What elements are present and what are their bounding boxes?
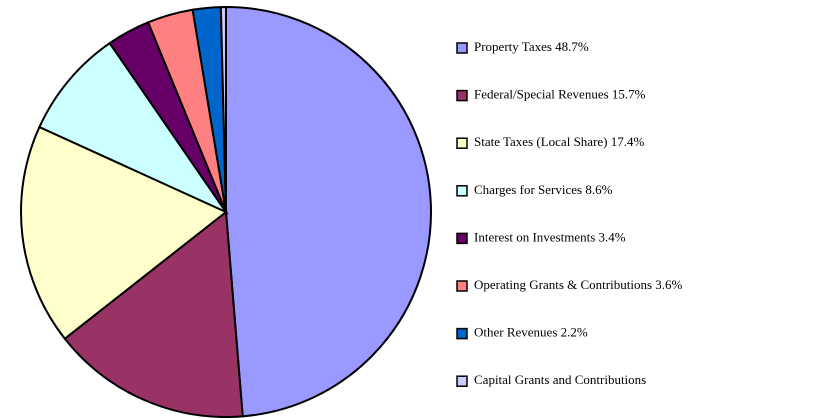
legend-label: Capital Grants and Contributions [474, 372, 646, 387]
legend-swatch [456, 137, 468, 149]
legend-label: Federal/Special Revenues 15.7% [474, 87, 646, 102]
legend-swatch [456, 89, 468, 102]
legend-label: Charges for Services 8.6% [474, 182, 613, 197]
legend-label: Property Taxes 48.7% [474, 39, 589, 54]
legend-label: Interest on Investments 3.4% [474, 229, 626, 244]
legend-label: Operating Grants & Contributions 3.6% [474, 277, 683, 292]
pie-slice [225, 5, 432, 418]
legend-swatch [456, 280, 468, 292]
legend-swatch [456, 185, 468, 197]
legend-label: State Taxes (Local Share) 17.4% [474, 134, 644, 149]
legend-swatch [456, 232, 468, 245]
legend-swatch [456, 375, 468, 387]
pie-slice [20, 125, 228, 341]
pie-slice [63, 210, 244, 418]
legend-swatch [456, 42, 468, 54]
legend-label: Other Revenues 2.2% [474, 325, 588, 340]
pie-slice [219, 5, 227, 213]
pie-slice [38, 41, 229, 215]
legend-swatch [456, 327, 468, 340]
